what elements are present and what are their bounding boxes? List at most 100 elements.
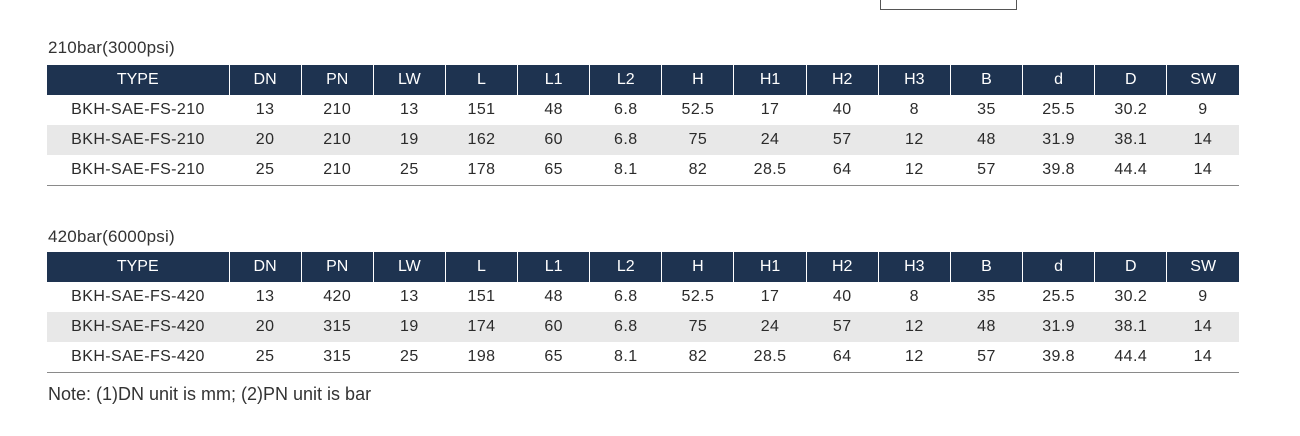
- column-header-l2: L2: [589, 252, 663, 282]
- table-cell-h3: 8: [909, 101, 919, 118]
- table-cell-pn: 210: [301, 125, 374, 155]
- table-cell-lw: 19: [373, 125, 446, 155]
- table-cell-h: 82: [661, 155, 734, 186]
- column-header-d: d: [1022, 65, 1096, 95]
- table-cell-lw: 25: [373, 155, 446, 186]
- column-header-pn: PN: [301, 65, 374, 95]
- table-cell-b: 35: [977, 288, 996, 305]
- column-header-type: TYPE: [47, 252, 230, 282]
- table-cell-dn: 20: [229, 125, 302, 155]
- table-cell-lw: 19: [373, 312, 446, 342]
- column-header-lw: LW: [373, 252, 446, 282]
- table-row: BKH-SAE-FS-420 20 315 19 174 60 6.8 75 24 57 12 48 3…: [47, 312, 1239, 342]
- table-cell-dn: 13: [255, 101, 275, 118]
- table-cell-d: 39.8: [1022, 342, 1095, 373]
- table-cell-l: 198: [445, 342, 518, 373]
- table-cell-type: BKH-SAE-FS-210: [47, 125, 229, 155]
- table-cell-pn: 210: [301, 155, 374, 186]
- table-cell-l1: 48: [544, 101, 563, 118]
- table-cell-l: 178: [445, 155, 518, 186]
- table-cell-d: 44.4: [1094, 342, 1167, 373]
- column-header-l1: L1: [517, 65, 591, 95]
- table-cell-d: 39.8: [1022, 155, 1095, 186]
- column-header-type: TYPE: [47, 65, 230, 95]
- column-header-sw: SW: [1166, 252, 1239, 282]
- table-cell-pn: 315: [301, 312, 374, 342]
- table-cell-h2: 64: [806, 155, 879, 186]
- table-cell-type: BKH-SAE-FS-420: [47, 342, 229, 373]
- table-cell-l2: 6.8: [614, 101, 638, 118]
- table-cell-l1: 60: [517, 125, 590, 155]
- column-header-dn: DN: [229, 252, 302, 282]
- column-header-b: B: [950, 252, 1024, 282]
- column-header-h: H: [661, 252, 735, 282]
- column-header-h3: H3: [878, 65, 951, 95]
- column-header-lw: LW: [373, 65, 446, 95]
- table-row: BKH-SAE-FS-420 25 315 25 198 65 8.1 82 28.5 64 12 5…: [47, 342, 1239, 373]
- table-row: BKH-SAE-FS-210 13 210 13 151 48 6.8 52.5 17 40 8 35…: [47, 95, 1239, 125]
- table-cell-h1: 24: [733, 312, 807, 342]
- table-cell-l1: 65: [517, 155, 590, 186]
- table-cell-l: 162: [445, 125, 518, 155]
- table-cell-h: 75: [661, 312, 734, 342]
- table-cell-d: 25.5: [1042, 101, 1075, 118]
- table-cell-pn: 420: [323, 288, 352, 305]
- table-cell-l: 151: [467, 101, 496, 118]
- table-cell-h1: 28.5: [733, 155, 807, 186]
- table-cell-d: 31.9: [1022, 312, 1095, 342]
- column-header-l: L: [445, 65, 519, 95]
- table-cell-h1: 28.5: [733, 342, 807, 373]
- table-cell-h: 82: [661, 342, 734, 373]
- table-cell-sw: 9: [1198, 101, 1208, 118]
- column-header-sw: SW: [1166, 65, 1239, 95]
- table-cell-sw: 14: [1166, 155, 1239, 186]
- table-cell-dn: 13: [255, 288, 275, 305]
- table-cell-d: 25.5: [1042, 288, 1075, 305]
- table-row: BKH-SAE-FS-420 13 420 13 151 48 6.8 52.5 17 40 8 35…: [47, 282, 1239, 312]
- column-header-l: L: [445, 252, 519, 282]
- table-cell-lw: 25: [373, 342, 446, 373]
- table-cell-lw: 13: [400, 288, 419, 305]
- table-cell-sw: 14: [1166, 125, 1239, 155]
- table-cell-type: BKH-SAE-FS-210: [71, 101, 205, 118]
- column-header-d: D: [1094, 65, 1168, 95]
- table-cell-d: 30.2: [1114, 101, 1148, 118]
- table-row: BKH-SAE-FS-210 25 210 25 178 65 8.1 82 28.5 64 12 5…: [47, 155, 1239, 186]
- units-note: Note: (1)DN unit is mm; (2)PN unit is ba…: [48, 384, 372, 404]
- column-header-h1: H1: [733, 252, 807, 282]
- table-cell-type: BKH-SAE-FS-420: [71, 288, 205, 305]
- table-cell-sw: 14: [1166, 312, 1239, 342]
- table-cell-d: 44.4: [1094, 155, 1167, 186]
- table-cell-lw: 13: [400, 101, 419, 118]
- table-cell-h: 52.5: [681, 288, 715, 305]
- table-cell-d: 38.1: [1094, 125, 1167, 155]
- table-cell-sw: 14: [1166, 342, 1239, 373]
- table-cell-l1: 65: [517, 342, 590, 373]
- table-cell-b: 57: [950, 342, 1023, 373]
- column-header-h1: H1: [733, 65, 807, 95]
- table-cell-h2: 40: [832, 101, 852, 118]
- column-header-d: D: [1094, 252, 1168, 282]
- table-cell-b: 35: [977, 101, 996, 118]
- table-cell-h: 52.5: [681, 101, 715, 118]
- table-cell-dn: 25: [229, 342, 302, 373]
- column-header-h2: H2: [806, 65, 879, 95]
- table-cell-dn: 20: [229, 312, 302, 342]
- table-cell-h2: 40: [832, 288, 852, 305]
- table-cell-l1: 48: [544, 288, 563, 305]
- column-header-l2: L2: [589, 65, 663, 95]
- table-cell-dn: 25: [229, 155, 302, 186]
- table-cell-l2: 6.8: [589, 125, 662, 155]
- table-cell-b: 48: [950, 312, 1023, 342]
- column-header-h: H: [661, 65, 735, 95]
- table-cell-h3: 12: [878, 155, 951, 186]
- table-cell-pn: 210: [323, 101, 352, 118]
- table-cell-l2: 8.1: [589, 342, 662, 373]
- column-header-pn: PN: [301, 252, 374, 282]
- table-cell-h2: 57: [806, 125, 879, 155]
- section-title-210bar: 210bar(3000psi): [48, 38, 175, 57]
- column-header-d: d: [1022, 252, 1096, 282]
